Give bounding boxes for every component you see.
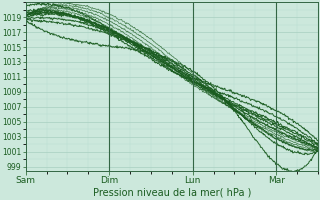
X-axis label: Pression niveau de la mer( hPa ): Pression niveau de la mer( hPa )	[92, 188, 251, 198]
